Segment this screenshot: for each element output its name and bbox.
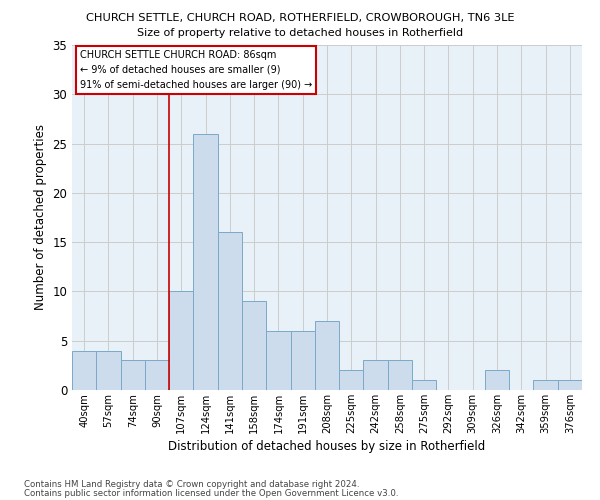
Bar bbox=[72, 350, 96, 390]
Y-axis label: Number of detached properties: Number of detached properties bbox=[34, 124, 47, 310]
Bar bbox=[266, 331, 290, 390]
Text: CHURCH SETTLE, CHURCH ROAD, ROTHERFIELD, CROWBOROUGH, TN6 3LE: CHURCH SETTLE, CHURCH ROAD, ROTHERFIELD,… bbox=[86, 12, 514, 22]
Bar bbox=[485, 370, 509, 390]
Bar bbox=[145, 360, 169, 390]
Text: Contains HM Land Registry data © Crown copyright and database right 2024.: Contains HM Land Registry data © Crown c… bbox=[24, 480, 359, 489]
Bar bbox=[339, 370, 364, 390]
Bar bbox=[218, 232, 242, 390]
Bar bbox=[242, 302, 266, 390]
Bar bbox=[169, 292, 193, 390]
Bar bbox=[193, 134, 218, 390]
Bar bbox=[412, 380, 436, 390]
Bar bbox=[315, 321, 339, 390]
Text: Size of property relative to detached houses in Rotherfield: Size of property relative to detached ho… bbox=[137, 28, 463, 38]
Bar bbox=[558, 380, 582, 390]
Bar bbox=[121, 360, 145, 390]
Bar bbox=[533, 380, 558, 390]
Bar bbox=[290, 331, 315, 390]
Bar bbox=[388, 360, 412, 390]
Bar bbox=[96, 350, 121, 390]
Bar bbox=[364, 360, 388, 390]
Text: CHURCH SETTLE CHURCH ROAD: 86sqm
← 9% of detached houses are smaller (9)
91% of : CHURCH SETTLE CHURCH ROAD: 86sqm ← 9% of… bbox=[80, 50, 312, 90]
Text: Contains public sector information licensed under the Open Government Licence v3: Contains public sector information licen… bbox=[24, 488, 398, 498]
X-axis label: Distribution of detached houses by size in Rotherfield: Distribution of detached houses by size … bbox=[169, 440, 485, 453]
